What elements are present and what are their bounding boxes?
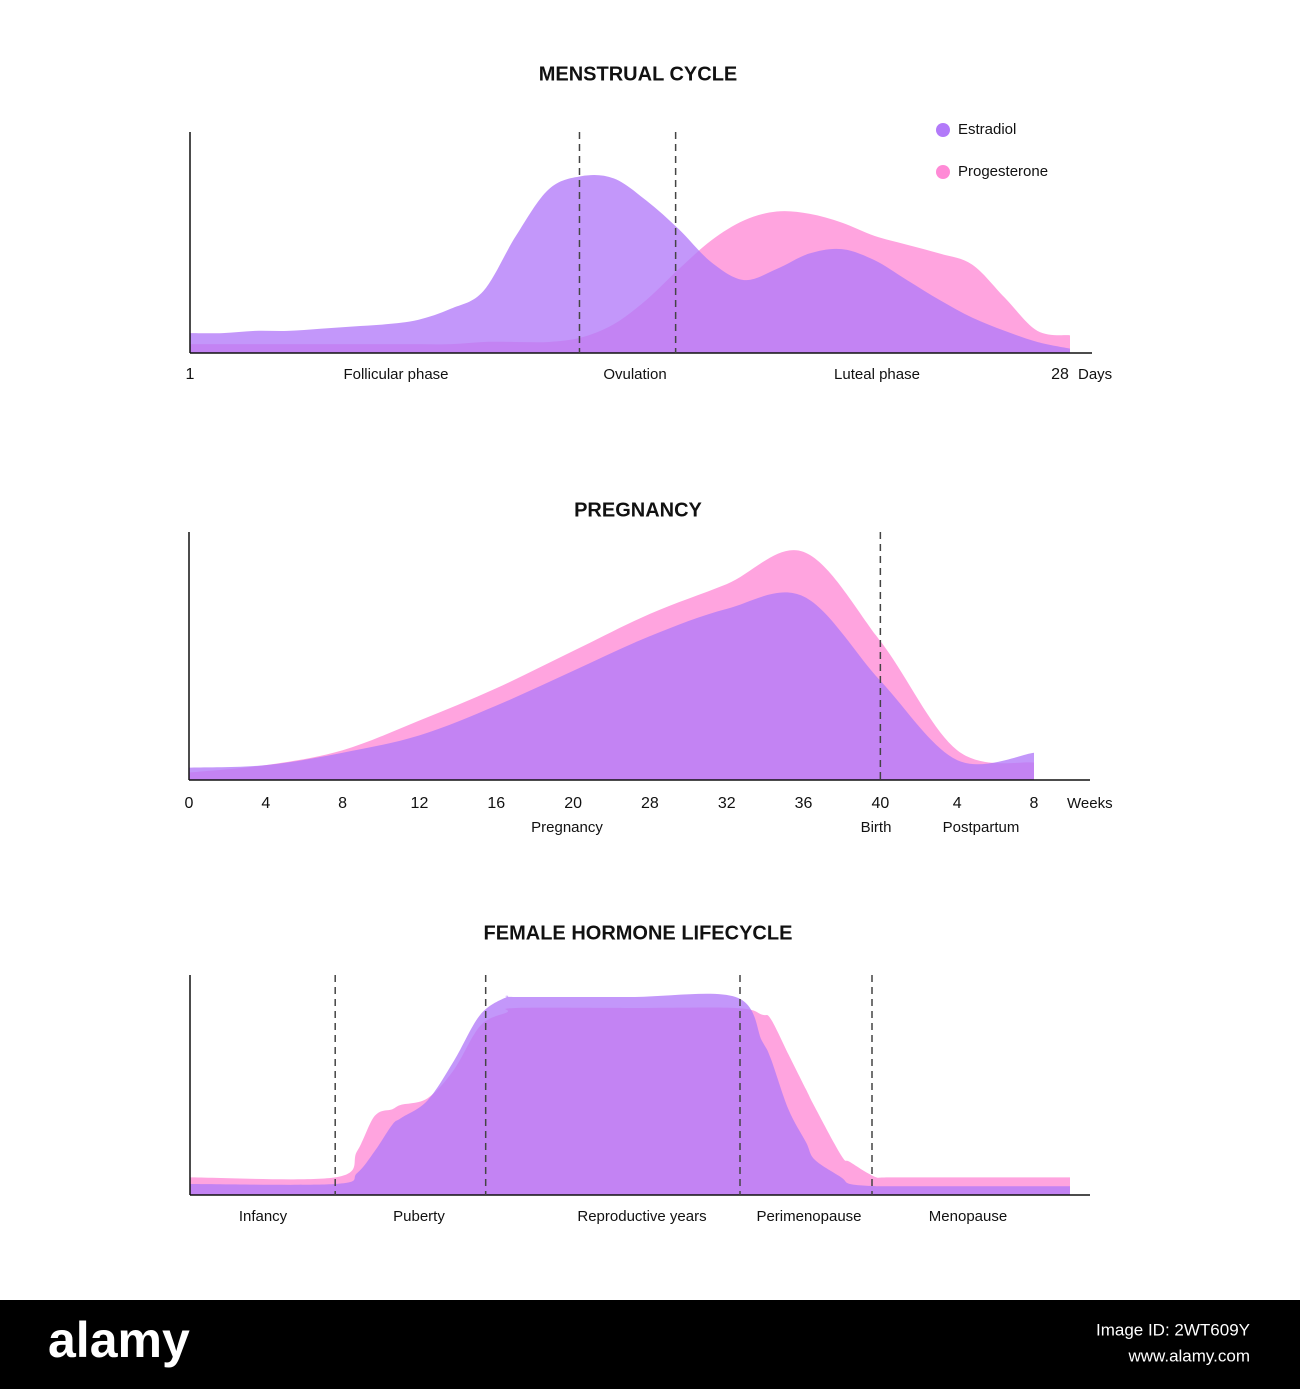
phase-label: Follicular phase xyxy=(343,366,448,383)
x-tick-label: 8 xyxy=(1030,795,1039,812)
x-tick-label: 4 xyxy=(261,795,270,812)
x-tick-label: 32 xyxy=(718,795,736,812)
watermark-bar xyxy=(0,1300,1300,1389)
phase-label: Infancy xyxy=(239,1208,288,1225)
x-tick-label: 28 xyxy=(641,795,659,812)
x-tick-label: 28 xyxy=(1051,366,1069,383)
phase-label: Puberty xyxy=(393,1208,445,1225)
annotation: Pregnancy xyxy=(531,819,603,836)
area xyxy=(189,592,1034,780)
phase-label: Ovulation xyxy=(603,366,666,383)
area xyxy=(190,993,1070,1195)
watermark-brand: alamy xyxy=(48,1312,190,1368)
chart-title: MENSTRUAL CYCLE xyxy=(539,63,738,85)
chart-title: FEMALE HORMONE LIFECYCLE xyxy=(484,922,793,944)
area xyxy=(190,175,1070,353)
x-tick-label: 8 xyxy=(338,795,347,812)
legend-swatch xyxy=(936,123,950,137)
x-tick-label: 20 xyxy=(564,795,582,812)
x-axis-label: Weeks xyxy=(1067,795,1113,812)
phase-label: Perimenopause xyxy=(756,1208,861,1225)
phase-label: Reproductive years xyxy=(577,1208,706,1225)
x-axis-label: Days xyxy=(1078,366,1112,383)
x-tick-label: 40 xyxy=(871,795,889,812)
x-tick-label: 16 xyxy=(487,795,505,812)
watermark-url: www.alamy.com xyxy=(1127,1346,1250,1365)
x-tick-label: 36 xyxy=(795,795,813,812)
annotation: Birth xyxy=(861,819,892,836)
watermark-id: Image ID: 2WT609Y xyxy=(1096,1320,1250,1339)
legend-label: Progesterone xyxy=(958,163,1048,180)
x-tick-label: 1 xyxy=(186,366,195,383)
annotation: Postpartum xyxy=(943,819,1020,836)
legend-swatch xyxy=(936,165,950,179)
phase-label: Menopause xyxy=(929,1208,1007,1225)
x-tick-label: 4 xyxy=(953,795,962,812)
x-tick-label: 0 xyxy=(185,795,194,812)
phase-label: Luteal phase xyxy=(834,366,920,383)
x-tick-label: 12 xyxy=(411,795,429,812)
chart-title: PREGNANCY xyxy=(574,499,702,521)
legend-label: Estradiol xyxy=(958,121,1016,138)
